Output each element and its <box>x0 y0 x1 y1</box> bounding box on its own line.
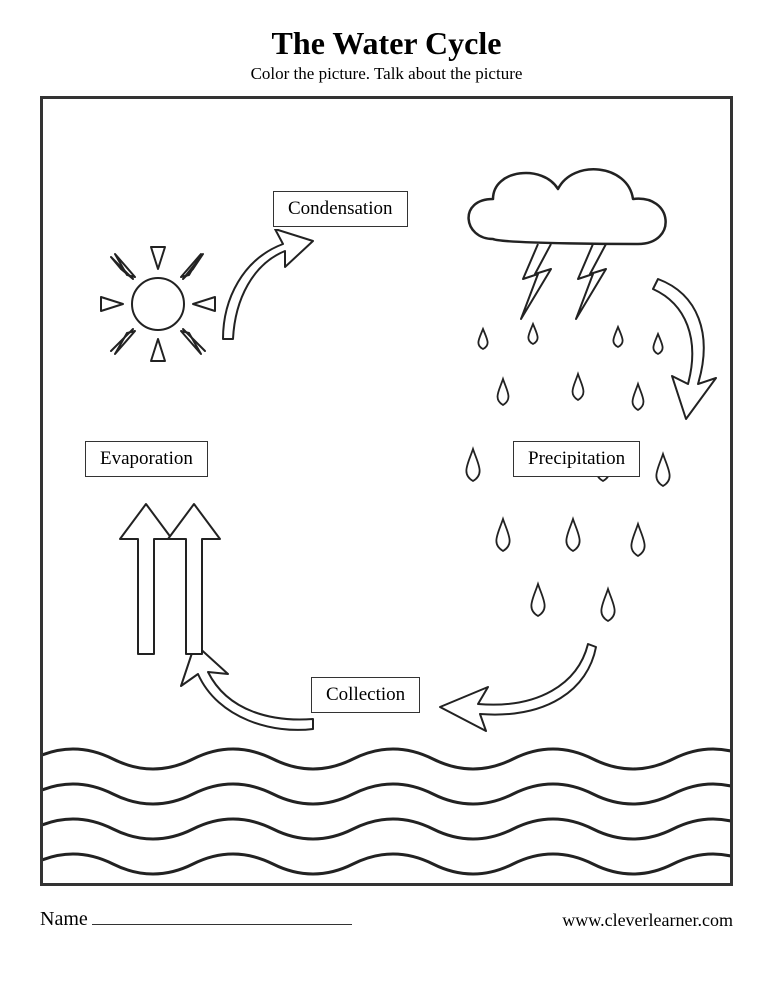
arrow-evap-to-cond-icon <box>203 229 323 349</box>
label-collection: Collection <box>311 677 420 713</box>
source-url: www.cleverlearner.com <box>562 910 733 931</box>
name-label: Name <box>40 908 88 930</box>
label-condensation: Condensation <box>273 191 408 227</box>
name-input-line[interactable] <box>92 924 352 925</box>
arrow-precip-to-collect-icon <box>438 639 598 739</box>
page-subtitle: Color the picture. Talk about the pictur… <box>40 64 733 84</box>
label-precipitation: Precipitation <box>513 441 640 477</box>
footer: Name www.cleverlearner.com <box>40 908 733 931</box>
arrow-cond-to-precip-icon <box>628 274 728 424</box>
page-title: The Water Cycle <box>40 25 733 62</box>
water-waves-icon <box>43 739 730 884</box>
arrow-evaporation-up-icon <box>108 499 228 659</box>
diagram-frame: Condensation Precipitation Collection Ev… <box>40 96 733 886</box>
name-field: Name <box>40 908 352 931</box>
label-evaporation: Evaporation <box>85 441 208 477</box>
worksheet-page: The Water Cycle Color the picture. Talk … <box>0 0 773 1000</box>
arrow-collect-to-evap-icon <box>173 644 323 754</box>
